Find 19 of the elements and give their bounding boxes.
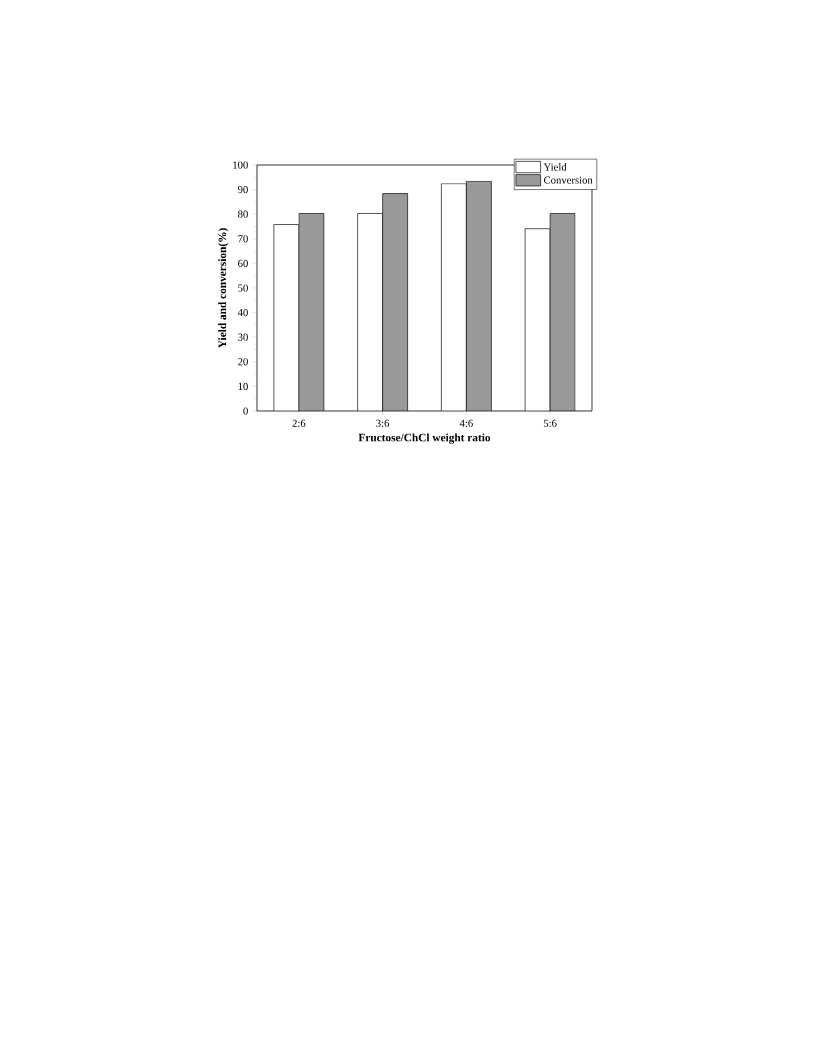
y-tick-label: 80: [238, 210, 248, 218]
y-tick-label: 40: [237, 309, 248, 317]
legend-label: Yield: [543, 163, 567, 171]
y-tick-label: 70: [238, 235, 248, 243]
x-tick-label: 2:6: [292, 419, 306, 427]
y-tick-label: 50: [238, 284, 248, 292]
y-tick-label: 90: [237, 186, 248, 194]
y-tick-label: 30: [238, 333, 248, 341]
y-tick-label: 10: [238, 382, 248, 390]
x-tick-label: 4:6: [459, 419, 473, 427]
y-tick-label: 100: [233, 161, 248, 169]
legend-label: Conversion: [544, 176, 593, 184]
y-tick-label: 60: [238, 259, 248, 267]
y-axis-title: Yield and conversion(%): [218, 228, 229, 349]
y-tick-label: 20: [238, 358, 248, 366]
x-tick-label: 5:6: [543, 419, 557, 427]
y-tick-label: 0: [243, 407, 248, 415]
x-tick-label: 3:6: [376, 419, 390, 427]
x-axis-title: Fructose/ChCl weight ratio: [358, 433, 491, 444]
